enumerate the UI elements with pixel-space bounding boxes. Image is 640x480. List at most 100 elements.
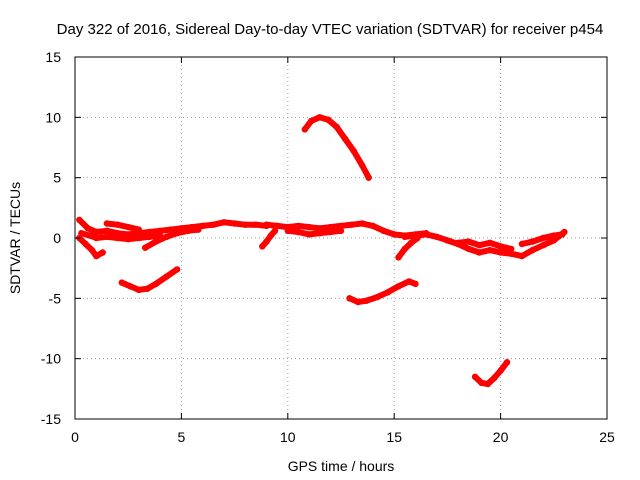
series-line bbox=[401, 229, 568, 260]
data-point bbox=[408, 239, 415, 246]
y-axis-ticks: -15 -10 -5 0 5 10 15 bbox=[41, 49, 607, 427]
x-axis-label: GPS time / hours bbox=[288, 458, 395, 474]
y-tick-label: 10 bbox=[45, 109, 61, 125]
data-point bbox=[422, 231, 430, 238]
data-point bbox=[118, 279, 126, 286]
x-tick-label: 25 bbox=[599, 429, 615, 445]
data-point bbox=[173, 230, 181, 237]
data-point bbox=[486, 239, 494, 246]
data-series-track-2 bbox=[78, 230, 164, 243]
data-series-track-7 bbox=[259, 227, 279, 250]
data-point bbox=[374, 293, 381, 301]
data-point bbox=[444, 237, 451, 244]
data-point bbox=[540, 242, 547, 249]
data-series-track-6 bbox=[118, 266, 181, 294]
data-series-track-10 bbox=[301, 114, 372, 181]
data-point bbox=[301, 126, 308, 133]
data-point bbox=[369, 222, 377, 230]
data-point bbox=[365, 174, 372, 181]
chart-title: Day 322 of 2016, Sidereal Day-to-day VTE… bbox=[57, 21, 604, 38]
data-point bbox=[76, 216, 83, 224]
series-layer bbox=[76, 114, 568, 388]
data-point bbox=[465, 238, 472, 245]
data-point bbox=[173, 266, 181, 273]
x-axis-ticks: 0 5 10 15 20 25 bbox=[71, 57, 615, 445]
data-point bbox=[395, 254, 402, 261]
x-tick-label: 20 bbox=[493, 429, 509, 445]
data-point bbox=[518, 240, 526, 248]
data-point bbox=[99, 249, 106, 256]
y-tick-label: -5 bbox=[49, 290, 62, 306]
data-point bbox=[144, 285, 151, 292]
data-point bbox=[78, 230, 85, 237]
data-point bbox=[127, 283, 134, 290]
series-line bbox=[395, 235, 421, 261]
data-point bbox=[327, 228, 334, 236]
x-tick-label: 0 bbox=[71, 429, 79, 445]
data-point bbox=[529, 246, 536, 254]
data-point bbox=[405, 278, 413, 285]
data-point bbox=[484, 380, 491, 388]
data-point bbox=[559, 231, 566, 238]
data-point bbox=[271, 227, 279, 234]
data-point bbox=[242, 221, 249, 228]
data-point bbox=[316, 225, 323, 232]
data-point bbox=[163, 233, 170, 240]
data-point bbox=[146, 233, 153, 240]
data-series-track-9 bbox=[284, 227, 345, 238]
data-point bbox=[114, 234, 121, 242]
data-point bbox=[354, 298, 362, 306]
data-point bbox=[152, 280, 160, 288]
data-series-track-5 bbox=[142, 226, 202, 251]
data-point bbox=[156, 227, 164, 234]
data-point bbox=[86, 232, 94, 239]
data-point bbox=[476, 249, 483, 256]
data-point bbox=[401, 233, 408, 240]
data-series-track-16 bbox=[518, 231, 566, 248]
y-tick-label: 0 bbox=[53, 230, 61, 246]
data-point bbox=[508, 250, 515, 257]
data-point bbox=[327, 223, 334, 231]
data-point bbox=[231, 220, 238, 227]
data-point bbox=[486, 246, 494, 254]
data-point bbox=[274, 222, 281, 230]
data-point bbox=[308, 117, 315, 125]
data-point bbox=[497, 249, 504, 256]
data-point bbox=[263, 221, 270, 228]
data-point bbox=[465, 245, 472, 253]
data-point bbox=[220, 219, 228, 226]
data-point bbox=[263, 238, 270, 245]
data-point bbox=[82, 240, 89, 248]
data-point bbox=[135, 234, 142, 242]
data-series-track-3 bbox=[76, 234, 106, 260]
data-point bbox=[491, 374, 498, 382]
data-point bbox=[325, 116, 332, 123]
data-point bbox=[401, 245, 408, 253]
data-point bbox=[384, 289, 391, 296]
data-point bbox=[295, 228, 302, 236]
data-point bbox=[363, 297, 370, 304]
data-point bbox=[125, 223, 132, 231]
data-series-track-4 bbox=[103, 220, 142, 233]
data-point bbox=[267, 232, 274, 239]
data-point bbox=[93, 234, 100, 242]
data-point bbox=[114, 230, 121, 237]
data-point bbox=[518, 252, 526, 260]
data-point bbox=[550, 232, 557, 239]
data-point bbox=[163, 273, 170, 280]
data-point bbox=[295, 222, 302, 230]
data-point bbox=[88, 246, 96, 254]
data-point bbox=[337, 227, 345, 234]
data-point bbox=[252, 221, 260, 228]
data-point bbox=[135, 226, 142, 233]
data-point bbox=[508, 245, 515, 253]
data-point bbox=[395, 283, 402, 290]
data-point bbox=[433, 233, 440, 240]
data-point bbox=[333, 123, 340, 131]
data-point bbox=[478, 379, 485, 386]
data-point bbox=[454, 239, 462, 246]
data-point bbox=[497, 367, 504, 374]
data-point bbox=[503, 359, 511, 366]
data-point bbox=[305, 231, 313, 238]
